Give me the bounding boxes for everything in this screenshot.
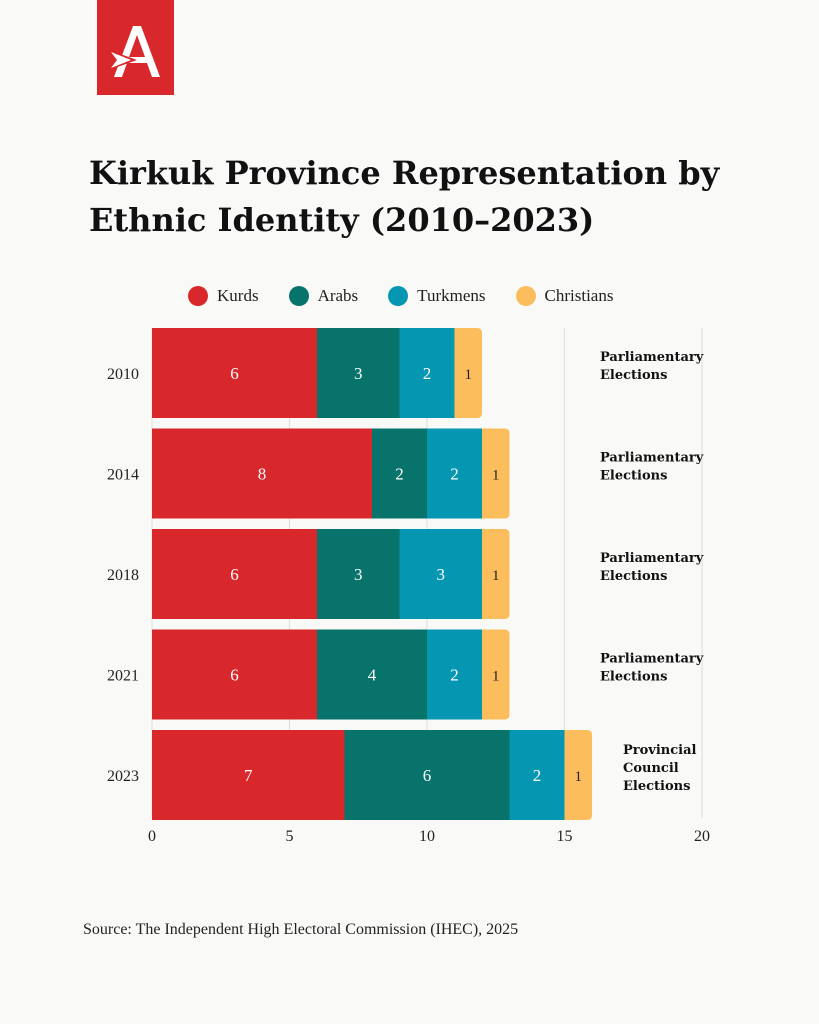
x-tick-label: 20 — [694, 828, 710, 845]
legend-item: Turkmens — [388, 286, 486, 306]
x-tick-label: 5 — [286, 828, 294, 845]
bar-segment — [482, 428, 510, 519]
y-tick-label: 2014 — [107, 467, 139, 484]
bar-annotation: Elections — [600, 670, 667, 685]
bar-segment — [482, 529, 510, 619]
bar-segment — [564, 730, 592, 820]
chart-title: Kirkuk Province Representation by Ethnic… — [89, 154, 720, 239]
data-label: 1 — [492, 568, 500, 584]
legend-item: Arabs — [288, 286, 359, 306]
logo — [97, 0, 174, 95]
data-label: 3 — [354, 364, 363, 383]
bar-segment — [427, 428, 482, 519]
data-label: 3 — [354, 565, 363, 584]
data-label: 1 — [575, 769, 583, 785]
data-label: 6 — [230, 666, 239, 685]
bar-segment — [317, 529, 400, 619]
data-label: 2 — [450, 465, 459, 484]
x-tick-label: 15 — [557, 828, 573, 845]
data-label: 3 — [437, 565, 446, 584]
bar-segment — [482, 629, 510, 720]
bar-segment — [152, 629, 317, 720]
bar-segment — [317, 629, 427, 720]
bar-segment — [152, 328, 317, 418]
data-label: 6 — [423, 766, 432, 785]
bar-segment — [454, 328, 482, 418]
bar-annotation: Elections — [600, 569, 667, 584]
bar-segment — [399, 529, 482, 619]
bar-segment — [152, 730, 345, 820]
x-tick-label: 10 — [419, 828, 435, 845]
legend-label: Arabs — [317, 286, 359, 305]
y-tick-label: 2023 — [107, 768, 139, 785]
data-label: 1 — [492, 468, 500, 484]
data-label: 1 — [492, 669, 500, 685]
y-tick-label: 2010 — [107, 366, 139, 383]
source-note: Source: The Independent High Electoral C… — [83, 921, 519, 938]
y-tick-label: 2018 — [107, 567, 139, 584]
bar-annotation: Elections — [600, 368, 667, 383]
legend-item: Christians — [515, 286, 614, 306]
bar-segment — [427, 629, 482, 720]
bar-annotation: Parliamentary — [600, 652, 704, 667]
bar-segment — [344, 730, 510, 820]
legend-swatch — [288, 286, 309, 306]
data-label: 6 — [230, 364, 239, 383]
data-label: 2 — [395, 465, 404, 484]
legend-label: Turkmens — [417, 286, 486, 305]
bar-annotation: Parliamentary — [600, 551, 704, 566]
bar-segment — [152, 428, 372, 519]
data-label: 7 — [244, 766, 253, 785]
y-tick-label: 2021 — [107, 668, 139, 685]
bar-segment — [509, 730, 565, 820]
legend-label: Kurds — [217, 286, 259, 305]
legend-item: Kurds — [188, 286, 259, 306]
bar-segment — [372, 428, 427, 519]
bar-segment — [152, 529, 317, 619]
x-tick-label: 0 — [148, 828, 156, 845]
data-label: 1 — [465, 367, 473, 383]
legend-swatch — [515, 286, 536, 306]
data-label: 2 — [423, 364, 432, 383]
data-label: 2 — [450, 666, 459, 685]
legend-swatch — [388, 286, 409, 306]
legend: Kurds Arabs Turkmens Christians — [188, 284, 688, 308]
bar-annotation: Provincial — [623, 743, 697, 758]
data-label: 4 — [368, 666, 377, 685]
bar-annotation: Elections — [600, 469, 667, 484]
bar-segment — [317, 328, 400, 418]
bar-annotation: Elections — [623, 779, 690, 794]
bar-annotation: Parliamentary — [600, 350, 704, 365]
legend-label: Christians — [544, 286, 614, 305]
bar-annotation: Parliamentary — [600, 451, 704, 466]
data-label: 8 — [258, 465, 267, 484]
logo-a-icon — [97, 0, 174, 95]
data-label: 6 — [230, 565, 239, 584]
legend-swatch — [188, 286, 208, 306]
bar-annotation: Council — [623, 761, 679, 776]
data-label: 2 — [533, 766, 542, 785]
bar-segment — [399, 328, 455, 418]
